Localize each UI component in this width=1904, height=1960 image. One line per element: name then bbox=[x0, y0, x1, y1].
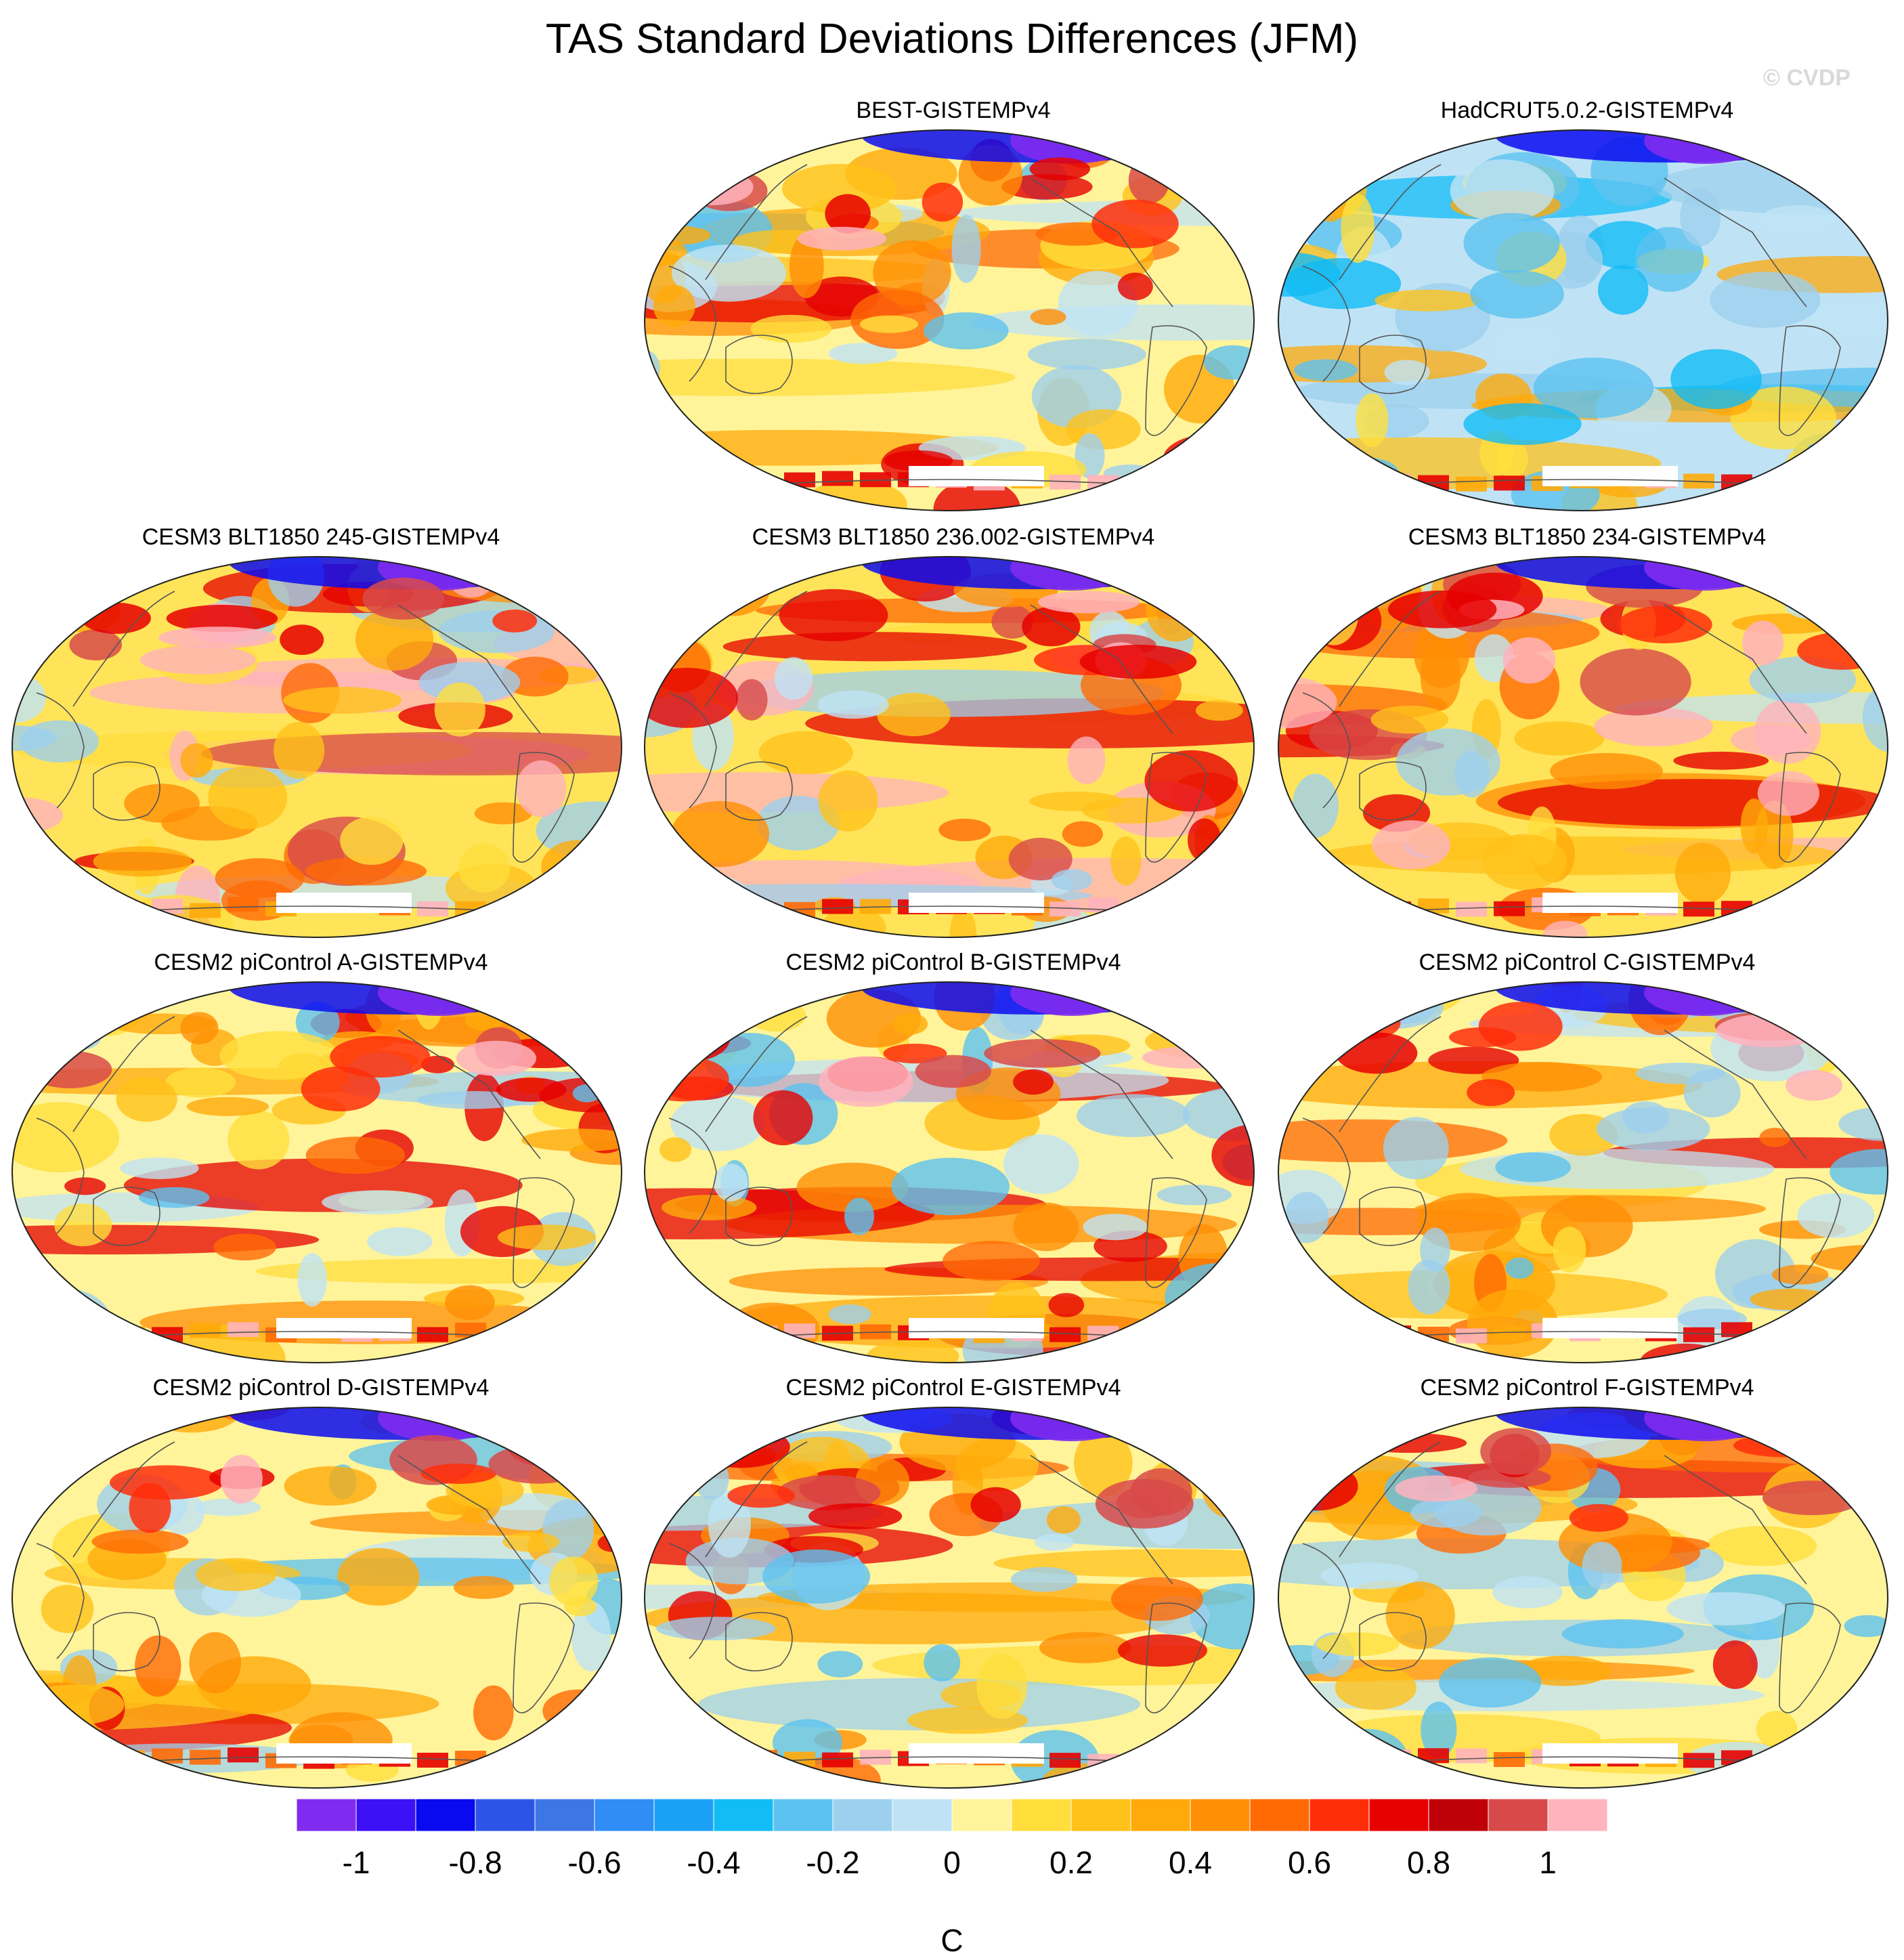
colorbar-tick-label: 0.6 bbox=[1288, 1845, 1331, 1880]
map-hadcrut bbox=[1278, 129, 1888, 511]
panel-title: CESM2 piControl C-GISTEMPv4 bbox=[1419, 950, 1756, 975]
colorbar-tick-label: 0.4 bbox=[1169, 1845, 1212, 1880]
panel-title: CESM3 BLT1850 245-GISTEMPv4 bbox=[142, 524, 500, 550]
map-cesm2_d bbox=[12, 1407, 622, 1789]
colorbar-tick-label: -0.6 bbox=[567, 1845, 621, 1880]
colorbar-tick-label: -0.4 bbox=[687, 1845, 740, 1880]
panel-title: CESM2 piControl D-GISTEMPv4 bbox=[152, 1375, 490, 1401]
colorbar-tick-label: 0.8 bbox=[1407, 1845, 1450, 1880]
colorbar-tick-label: -0.8 bbox=[448, 1845, 502, 1880]
map-cesm3_236 bbox=[644, 556, 1255, 938]
colorbar-swatch bbox=[1249, 1798, 1310, 1832]
map-panel-cesm3_245: CESM3 BLT1850 245-GISTEMPv4 bbox=[9, 524, 632, 958]
map-cesm3_245 bbox=[12, 556, 622, 938]
panel-title: BEST-GISTEMPv4 bbox=[856, 98, 1051, 123]
colorbar-swatch bbox=[534, 1798, 595, 1832]
colorbar-swatch bbox=[296, 1798, 357, 1832]
panel-title: CESM2 piControl E-GISTEMPv4 bbox=[785, 1375, 1121, 1401]
colorbar-tick-label: 1 bbox=[1539, 1845, 1557, 1880]
panel-title: CESM2 piControl A-GISTEMPv4 bbox=[154, 950, 488, 975]
map-cesm2_f bbox=[1278, 1407, 1888, 1789]
panel-title: HadCRUT5.0.2-GISTEMPv4 bbox=[1440, 98, 1734, 123]
map-panel-cesm3_234: CESM3 BLT1850 234-GISTEMPv4 bbox=[1276, 524, 1899, 958]
colorbar-units: C bbox=[940, 1923, 964, 1958]
map-cesm2_c bbox=[1278, 981, 1888, 1363]
colorbar-swatch bbox=[1309, 1798, 1370, 1832]
colorbar-swatch bbox=[653, 1798, 714, 1832]
colorbar-swatch bbox=[475, 1798, 536, 1832]
colorbar-swatch bbox=[713, 1798, 774, 1832]
colorbar-tick-label: -1 bbox=[343, 1845, 370, 1880]
map-best bbox=[644, 129, 1255, 511]
map-panel-cesm2_c: CESM2 piControl C-GISTEMPv4 bbox=[1276, 950, 1899, 1383]
colorbar-swatch bbox=[773, 1798, 834, 1832]
map-cesm3_234 bbox=[1278, 556, 1888, 938]
colorbar-tick-label: 0.2 bbox=[1050, 1845, 1093, 1880]
colorbar-swatch bbox=[1011, 1798, 1072, 1832]
map-panel-hadcrut: HadCRUT5.0.2-GISTEMPv4 bbox=[1276, 98, 1899, 531]
map-cesm2_e bbox=[644, 1407, 1255, 1789]
colorbar-swatch bbox=[1488, 1798, 1549, 1832]
map-panel-cesm2_a: CESM2 piControl A-GISTEMPv4 bbox=[9, 950, 632, 1383]
colorbar-swatch bbox=[892, 1798, 953, 1832]
map-cesm2_b bbox=[644, 981, 1255, 1363]
panel-title: CESM3 BLT1850 234-GISTEMPv4 bbox=[1408, 524, 1767, 550]
colorbar-swatch bbox=[415, 1798, 476, 1832]
colorbar-swatch bbox=[1368, 1798, 1429, 1832]
watermark: © CVDP bbox=[1763, 65, 1851, 91]
colorbar-swatch bbox=[1130, 1798, 1191, 1832]
colorbar-swatch bbox=[1547, 1798, 1608, 1832]
map-panel-cesm2_d: CESM2 piControl D-GISTEMPv4 bbox=[9, 1375, 632, 1808]
colorbar-tick-label: 0 bbox=[943, 1845, 961, 1880]
map-panel-cesm3_236: CESM3 BLT1850 236.002-GISTEMPv4 bbox=[642, 524, 1265, 958]
colorbar-swatch bbox=[832, 1798, 893, 1832]
colorbar-tick-label: -0.2 bbox=[806, 1845, 859, 1880]
colorbar-swatch bbox=[1428, 1798, 1489, 1832]
colorbar-swatch bbox=[1070, 1798, 1131, 1832]
colorbar-swatch bbox=[355, 1798, 416, 1832]
map-panel-cesm2_f: CESM2 piControl F-GISTEMPv4 bbox=[1276, 1375, 1899, 1808]
colorbar-swatch bbox=[951, 1798, 1012, 1832]
panel-title: CESM3 BLT1850 236.002-GISTEMPv4 bbox=[752, 524, 1155, 550]
map-panel-cesm2_b: CESM2 piControl B-GISTEMPv4 bbox=[642, 950, 1265, 1383]
panel-title: CESM2 piControl B-GISTEMPv4 bbox=[785, 950, 1121, 975]
colorbar-swatch bbox=[1190, 1798, 1251, 1832]
map-panel-cesm2_e: CESM2 piControl E-GISTEMPv4 bbox=[642, 1375, 1265, 1808]
colorbar-swatch bbox=[594, 1798, 655, 1832]
panel-title: CESM2 piControl F-GISTEMPv4 bbox=[1420, 1375, 1754, 1401]
colorbar: -1 -0.8 -0.6 -0.4 -0.2 0 0.2 0.4 0.6 0.8 1 bbox=[296, 1798, 1608, 1880]
map-panel-best: BEST-GISTEMPv4 bbox=[642, 98, 1265, 531]
figure-title: TAS Standard Deviations Differences (JFM… bbox=[545, 16, 1359, 62]
map-cesm2_a bbox=[12, 981, 622, 1363]
